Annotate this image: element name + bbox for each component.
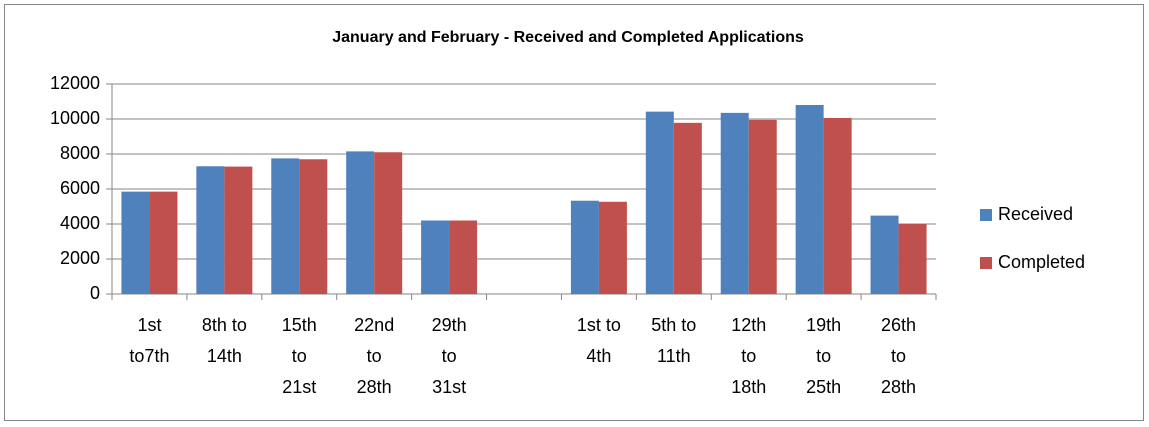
- legend-swatch: [980, 209, 992, 221]
- bar: [720, 112, 749, 294]
- y-tick-label: 2000: [60, 248, 100, 268]
- bar: [748, 119, 777, 294]
- bar: [421, 220, 450, 294]
- bar: [449, 220, 478, 294]
- bar: [374, 152, 403, 294]
- bar: [149, 191, 178, 294]
- x-tick-label: 1st to 4th: [577, 315, 621, 366]
- bar: [898, 224, 927, 294]
- y-tick-label: 6000: [60, 178, 100, 198]
- x-tick-label: 29th to 31st: [432, 315, 467, 397]
- bar: [673, 122, 702, 294]
- y-tick-label: 0: [90, 283, 100, 303]
- bar: [645, 111, 674, 295]
- legend-label: Completed: [998, 252, 1085, 272]
- bar: [299, 159, 328, 294]
- bar: [570, 200, 599, 294]
- y-tick-label: 12000: [50, 73, 100, 93]
- y-tick-label: 8000: [60, 143, 100, 163]
- x-tick-label: 1st to7th: [129, 315, 169, 366]
- bar: [121, 191, 150, 294]
- bar: [224, 166, 253, 294]
- x-tick-label: 5th to 11th: [651, 315, 696, 366]
- x-tick-label: 15th to 21st: [282, 315, 317, 397]
- x-tick-label: 26th to 28th: [881, 315, 916, 397]
- y-tick-label: 4000: [60, 213, 100, 233]
- bar: [271, 158, 300, 294]
- y-tick-label: 10000: [50, 108, 100, 128]
- x-tick-label: 22nd to 28th: [354, 315, 394, 397]
- legend-label: Received: [998, 204, 1073, 224]
- chart-title: January and February - Received and Comp…: [332, 29, 804, 46]
- legend-swatch: [980, 257, 992, 269]
- x-tick-label: 8th to 14th: [202, 315, 247, 366]
- bar: [196, 166, 225, 294]
- x-tick-label: 12th to 18th: [731, 315, 766, 397]
- x-tick-label: 19th to 25th: [806, 315, 841, 397]
- bar: [823, 117, 852, 294]
- bar: [795, 105, 824, 294]
- bar: [598, 201, 627, 294]
- bar: [870, 215, 899, 294]
- bar: [346, 151, 375, 294]
